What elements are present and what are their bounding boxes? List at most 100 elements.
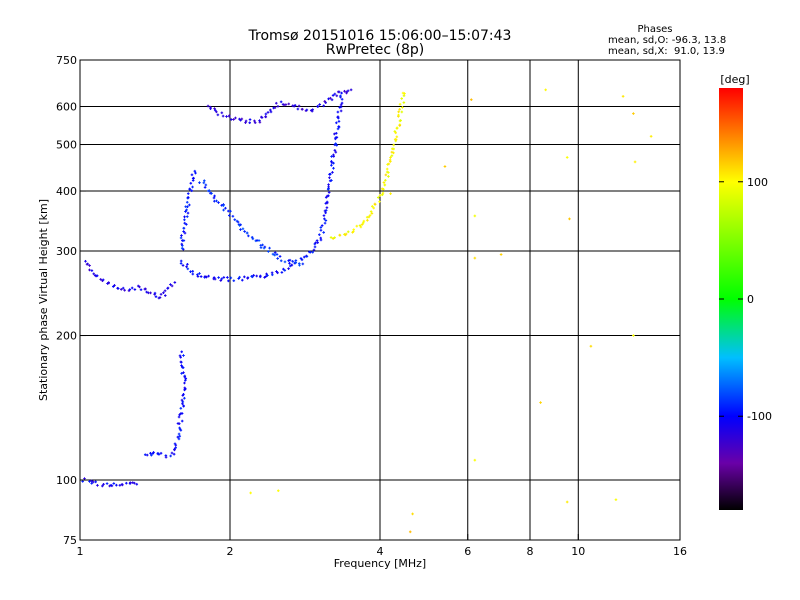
data-point — [327, 97, 330, 101]
data-point — [259, 246, 263, 249]
data-point — [236, 220, 240, 224]
data-point — [328, 176, 331, 179]
data-point — [632, 334, 635, 337]
data-point — [184, 210, 187, 213]
data-point — [320, 224, 324, 227]
data-point — [189, 270, 192, 273]
data-point — [393, 138, 397, 141]
data-point — [287, 102, 291, 106]
data-point — [336, 115, 340, 119]
data-point — [261, 243, 264, 247]
data-point — [401, 106, 404, 109]
y-axis-label: Stationary phase Virtual Height [km] — [37, 199, 50, 401]
data-point — [270, 271, 274, 275]
data-point — [333, 149, 337, 152]
data-point — [238, 275, 241, 279]
data-point — [315, 239, 319, 242]
data-point — [371, 205, 374, 208]
data-point — [499, 253, 503, 256]
data-point — [203, 275, 207, 278]
data-point — [180, 234, 183, 237]
chart-subtitle: RwPretec (8p) — [326, 42, 424, 58]
data-point — [390, 154, 394, 158]
data-point — [178, 426, 181, 430]
data-point — [335, 94, 339, 98]
data-point — [330, 160, 333, 163]
y-tick-label: 500 — [56, 139, 77, 152]
data-point — [139, 288, 143, 292]
data-point — [180, 372, 183, 375]
data-point — [331, 94, 335, 97]
data-point — [283, 269, 287, 272]
data-point — [443, 165, 447, 168]
data-point — [473, 214, 477, 218]
data-point — [152, 451, 155, 454]
data-point — [91, 480, 95, 484]
data-point — [183, 381, 186, 385]
data-point — [262, 246, 266, 250]
colorbar-tick-label: 100 — [747, 176, 768, 189]
data-point — [184, 377, 188, 380]
data-point — [227, 279, 230, 283]
data-point — [90, 269, 94, 272]
x-axis-ticks: 1 2 4 6 8 10 16 — [77, 534, 687, 558]
data-point — [330, 179, 333, 182]
data-point — [253, 119, 256, 123]
data-point — [400, 97, 404, 100]
data-point — [247, 234, 250, 238]
chart-title: Tromsø 20151016 15:06:00–15:07:43 — [248, 28, 512, 44]
data-point — [226, 276, 229, 279]
data-point — [328, 173, 331, 176]
data-point — [180, 350, 184, 354]
data-point — [217, 276, 220, 279]
data-point — [383, 183, 387, 187]
y-axis-ticks: 75 100 200 300 400 500 600 750 — [56, 54, 86, 547]
data-point — [115, 483, 118, 487]
data-point — [163, 289, 167, 293]
data-point — [183, 231, 187, 235]
data-point — [179, 360, 183, 364]
data-point — [186, 205, 189, 209]
data-point — [311, 250, 314, 254]
data-point — [273, 251, 277, 254]
data-point — [193, 169, 197, 173]
data-point — [276, 105, 280, 108]
data-point — [288, 262, 291, 265]
data-point — [269, 110, 273, 114]
data-point — [252, 274, 255, 277]
data-point — [398, 108, 401, 111]
data-point — [202, 181, 206, 185]
data-point — [324, 219, 328, 222]
data-point — [273, 253, 277, 257]
data-point — [394, 131, 397, 135]
data-point — [266, 274, 269, 277]
data-point — [198, 272, 201, 275]
data-point — [125, 481, 128, 485]
data-point — [372, 206, 376, 210]
data-point — [316, 241, 319, 244]
data-point — [392, 143, 396, 147]
data-point — [96, 484, 99, 487]
data-point — [248, 118, 252, 121]
data-point — [131, 481, 135, 484]
data-point — [177, 432, 181, 436]
data-point — [191, 272, 195, 276]
data-point — [264, 275, 268, 278]
data-point — [203, 186, 207, 189]
data-point — [177, 437, 181, 441]
data-point — [544, 88, 547, 92]
data-point — [157, 296, 161, 300]
data-point — [398, 124, 402, 127]
data-point — [212, 196, 216, 200]
data-point — [276, 489, 280, 493]
colorbar-tick-label: 0 — [747, 293, 754, 306]
data-point — [301, 107, 304, 111]
data-point — [331, 171, 334, 174]
data-point — [229, 276, 233, 280]
data-point — [94, 480, 97, 484]
data-point — [473, 458, 477, 462]
data-point — [316, 104, 320, 108]
data-point — [188, 187, 191, 191]
y-tick-label: 400 — [56, 185, 77, 198]
